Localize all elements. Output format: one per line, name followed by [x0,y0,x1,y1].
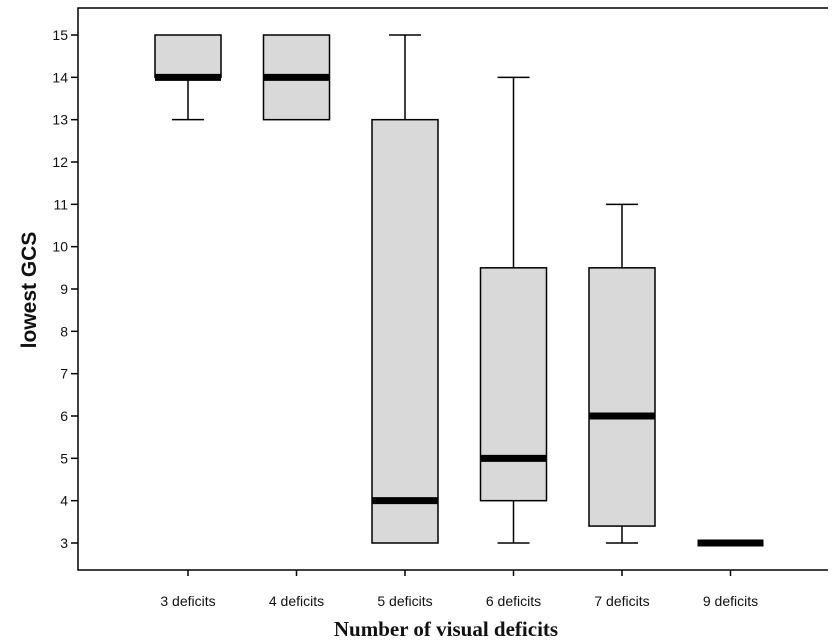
y-tick-label: 6 [60,408,68,424]
x-tick-label: 5 deficits [377,593,432,609]
y-tick-label: 11 [53,196,68,212]
box-body [371,118,439,544]
box-body [479,267,548,502]
x-axis: 3 deficits 4 deficits 5 deficits 6 deficits… [160,570,758,609]
y-tick-label: 10 [52,239,68,255]
box-4 [479,76,548,544]
y-tick-label: 15 [52,27,68,43]
box-1 [154,34,222,121]
y-tick-label: 13 [52,112,68,128]
x-axis-title: Number of visual deficits [334,617,558,641]
x-tick-label: 3 deficits [160,593,215,609]
box-body [588,267,656,527]
plot-frame [77,7,828,571]
y-axis: 3 4 5 6 7 8 9 10 11 12 13 14 15 [52,27,78,551]
box-body [154,34,222,79]
x-tick-label: 9 deficits [703,593,758,609]
y-tick-label: 12 [52,154,68,170]
plot-area [77,7,828,571]
y-tick-label: 5 [60,450,68,466]
x-tick-label: 6 deficits [486,593,541,609]
y-tick-label: 14 [52,69,68,85]
y-tick-label: 7 [60,366,68,382]
y-tick-label: 4 [60,493,68,509]
box-5 [588,203,656,544]
box-3 [371,34,439,544]
x-tick-label: 7 deficits [594,593,649,609]
x-tick-label: 4 deficits [269,593,324,609]
y-tick-label: 9 [60,281,68,297]
boxes [154,34,764,547]
box-2 [262,34,331,121]
y-axis-title: lowest GCS [18,232,41,349]
y-tick-label: 3 [60,535,68,551]
y-tick-label: 8 [60,323,68,339]
